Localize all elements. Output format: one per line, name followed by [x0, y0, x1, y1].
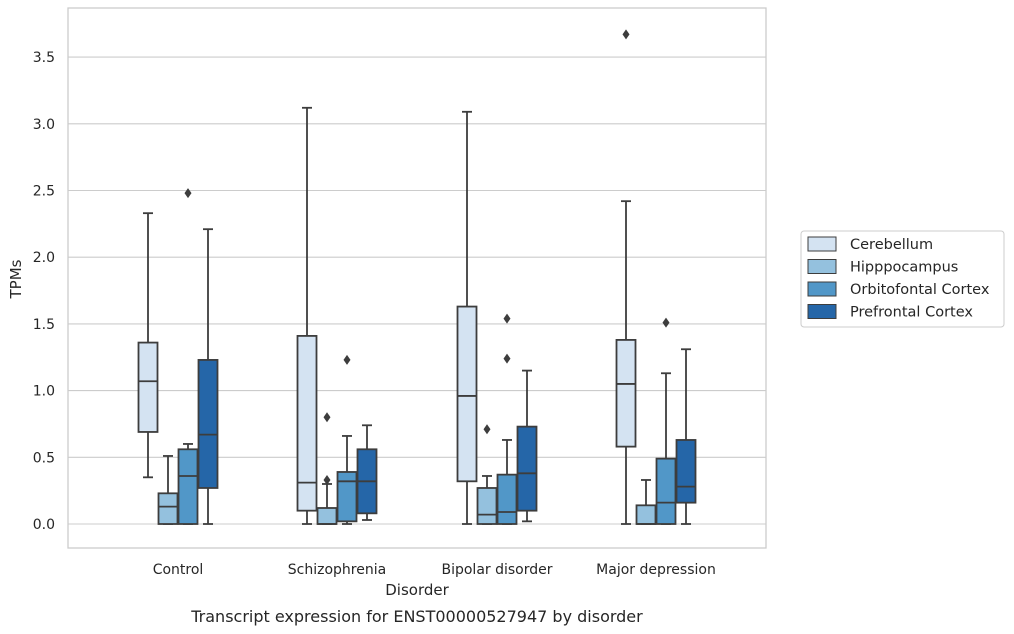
plot-frame [67, 7, 767, 549]
boxes [137, 29, 697, 525]
outlier-point [323, 474, 331, 485]
legend-swatch [807, 259, 837, 274]
outlier-point [503, 313, 511, 324]
box-iqr [157, 492, 179, 525]
box-1-2 [476, 424, 498, 525]
y-tick-label: 0.5 [33, 450, 55, 466]
legend-swatch [807, 281, 837, 297]
box-0-2 [456, 110, 478, 525]
x-axis-title: Disorder [385, 581, 449, 599]
box-iqr [316, 507, 338, 525]
y-tick-label: 3.0 [33, 117, 55, 133]
legend-label: Cerebellum [850, 237, 933, 253]
box-2-3 [655, 317, 677, 525]
outlier-point [503, 353, 511, 364]
y-tick-label: 3.5 [33, 50, 55, 66]
box-0-1 [296, 106, 318, 525]
box-iqr [496, 473, 518, 525]
chart-caption: Transcript expression for ENST0000052794… [190, 607, 643, 626]
outlier-point [483, 424, 491, 435]
legend-frame [800, 230, 1005, 328]
box-1-0 [157, 455, 179, 525]
box-iqr [516, 425, 538, 512]
box-0-0 [137, 212, 159, 479]
box-0-3 [615, 29, 637, 525]
outlier-point [622, 29, 630, 40]
x-tick-label: Schizophrenia [288, 562, 386, 578]
legend-label: Orbitofontal Cortex [850, 282, 990, 298]
outlier-point [343, 354, 351, 365]
y-tick-label: 2.5 [33, 184, 55, 200]
box-3-0 [197, 228, 219, 525]
y-axis-title: TPMs [7, 259, 25, 299]
y-tick-label: 1.0 [33, 384, 55, 400]
box-iqr [655, 457, 677, 525]
outlier-point [323, 412, 331, 423]
y-tick-label: 2.0 [33, 250, 55, 266]
box-iqr [336, 471, 358, 523]
box-1-3 [635, 479, 657, 525]
y-tick-label: 1.5 [33, 317, 55, 333]
legend-label: Hipppocampus [850, 260, 958, 276]
legend-swatch [807, 236, 837, 252]
legend-swatch [807, 304, 837, 319]
box-1-1 [316, 412, 338, 525]
box-iqr [675, 439, 697, 504]
box-iqr [177, 448, 199, 525]
box-2-0 [177, 188, 199, 525]
outlier-point [184, 188, 192, 199]
x-tick-label: Major depression [596, 562, 716, 578]
grid-lines [68, 56, 766, 525]
x-tick-label: Control [153, 562, 204, 578]
x-tick-labels: Control Schizophrenia Bipolar disorder Majo… [153, 562, 716, 578]
box-iqr [635, 504, 657, 525]
box-3-2 [516, 369, 538, 523]
box-iqr [615, 339, 637, 448]
legend: Cerebellum Hipppocampus Orbitofontal Corte… [800, 230, 1005, 328]
box-2-2 [496, 313, 518, 525]
box-iqr [476, 487, 498, 525]
legend-label: Prefrontal Cortex [850, 305, 973, 321]
box-iqr [296, 335, 318, 512]
y-tick-labels: 0.0 0.5 1.0 1.5 2.0 2.5 3.0 3.5 [33, 50, 55, 533]
box-2-1 [336, 354, 358, 525]
box-iqr [137, 341, 159, 433]
y-tick-label: 0.0 [33, 517, 55, 533]
box-iqr [197, 359, 219, 489]
x-tick-label: Bipolar disorder [441, 562, 552, 578]
box-3-1 [356, 424, 378, 521]
box-3-3 [675, 348, 697, 525]
outlier-point [662, 317, 670, 328]
box-iqr [456, 305, 478, 483]
